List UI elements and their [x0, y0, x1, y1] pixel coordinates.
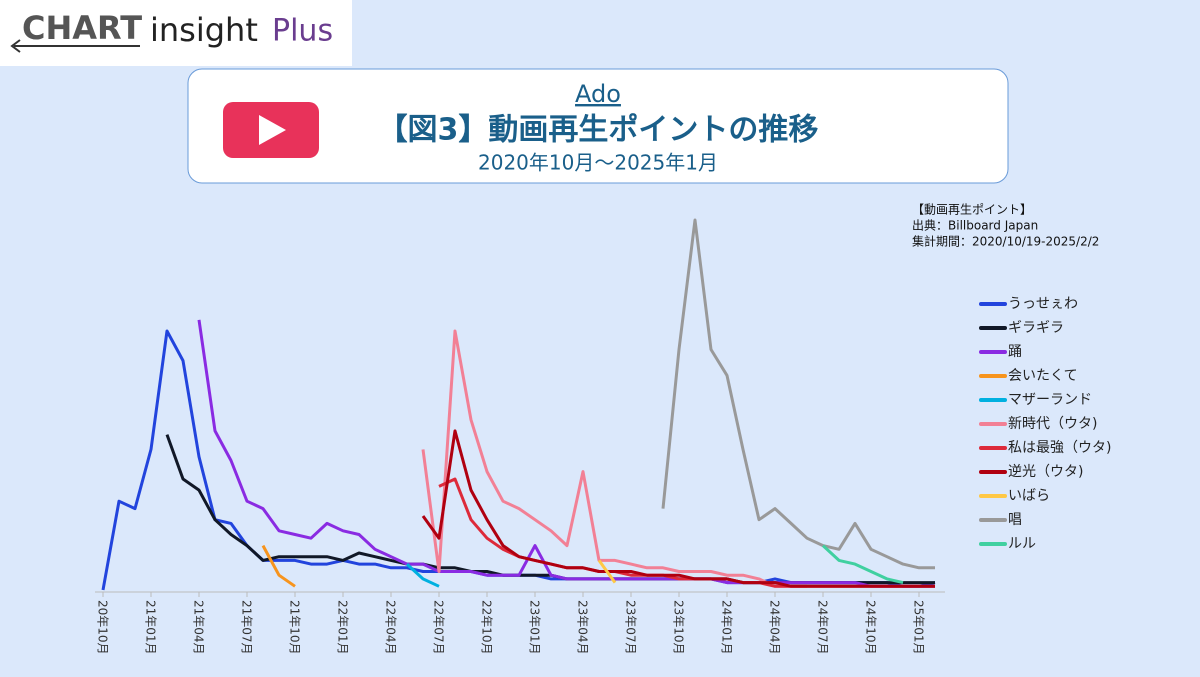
chart-subtitle: 2020年10月～2025年1月 — [478, 151, 718, 175]
series-line — [421, 429, 935, 588]
x-tick-label: 24年10月 — [864, 600, 878, 655]
x-tick-label: 22年04月 — [384, 600, 398, 655]
legend-label: 新時代（ウタ) — [1008, 416, 1097, 432]
x-tick-label: 22年01月 — [336, 600, 350, 655]
title-box — [187, 68, 1009, 184]
legend-label: ルル — [1008, 536, 1036, 552]
x-tick-label: 22年07月 — [432, 600, 446, 655]
x-tick-label: 23年04月 — [576, 600, 590, 655]
legend-label: マザーランド — [1008, 392, 1092, 408]
legend-label: 会いたくて — [1008, 368, 1078, 384]
play-triangle — [259, 115, 286, 145]
x-tick-label: 24年07月 — [816, 600, 830, 655]
legend-label: 私は最強（ウタ) — [1008, 440, 1111, 456]
note: 出典：Billboard Japan — [912, 219, 1038, 233]
logo-insight: insight — [150, 11, 258, 49]
artist: Ado — [575, 80, 621, 108]
x-tick-label: 24年04月 — [768, 600, 782, 655]
series-line — [821, 544, 904, 585]
series-line — [661, 218, 935, 570]
note: 【動画再生ポイント】 — [912, 203, 1032, 217]
legend-label: 逆光（ウタ) — [1008, 464, 1083, 480]
x-tick-label: 25年01月 — [912, 600, 926, 655]
note: 集計期間：2020/10/19-2025/2/2 — [912, 234, 1099, 249]
x-tick-label: 23年10月 — [672, 600, 686, 655]
series-line — [597, 559, 617, 584]
x-tick-label: 20年10月 — [96, 600, 110, 655]
x-tick-label: 22年10月 — [480, 600, 494, 655]
legend-label: うっせぇわ — [1008, 296, 1078, 312]
x-tick-label: 23年07月 — [624, 600, 638, 655]
logo-plus: Plus — [272, 14, 333, 49]
series-line — [261, 544, 296, 588]
series-line — [405, 562, 440, 588]
series-line — [421, 329, 807, 588]
series-line — [101, 329, 936, 591]
x-tick-label: 21年07月 — [240, 600, 254, 655]
legend-label: 踊 — [1008, 344, 1022, 360]
x-tick-label: 21年10月 — [288, 600, 302, 655]
x-tick-label: 21年04月 — [192, 600, 206, 655]
x-tick-label: 24年01月 — [720, 600, 734, 655]
legend-label: ギラギラ — [1008, 320, 1064, 336]
x-tick-label: 21年01月 — [144, 600, 158, 655]
logo-box — [0, 0, 352, 66]
chart-title: 【図3】動画再生ポイントの推移 — [378, 113, 819, 148]
legend-label: いばら — [1008, 488, 1050, 504]
legend-label: 唱 — [1008, 512, 1022, 528]
logo-arrow-head — [10, 39, 21, 53]
x-tick-label: 23年01月 — [528, 600, 542, 655]
logo-chart: CHART — [22, 9, 142, 47]
series-line — [197, 319, 935, 588]
